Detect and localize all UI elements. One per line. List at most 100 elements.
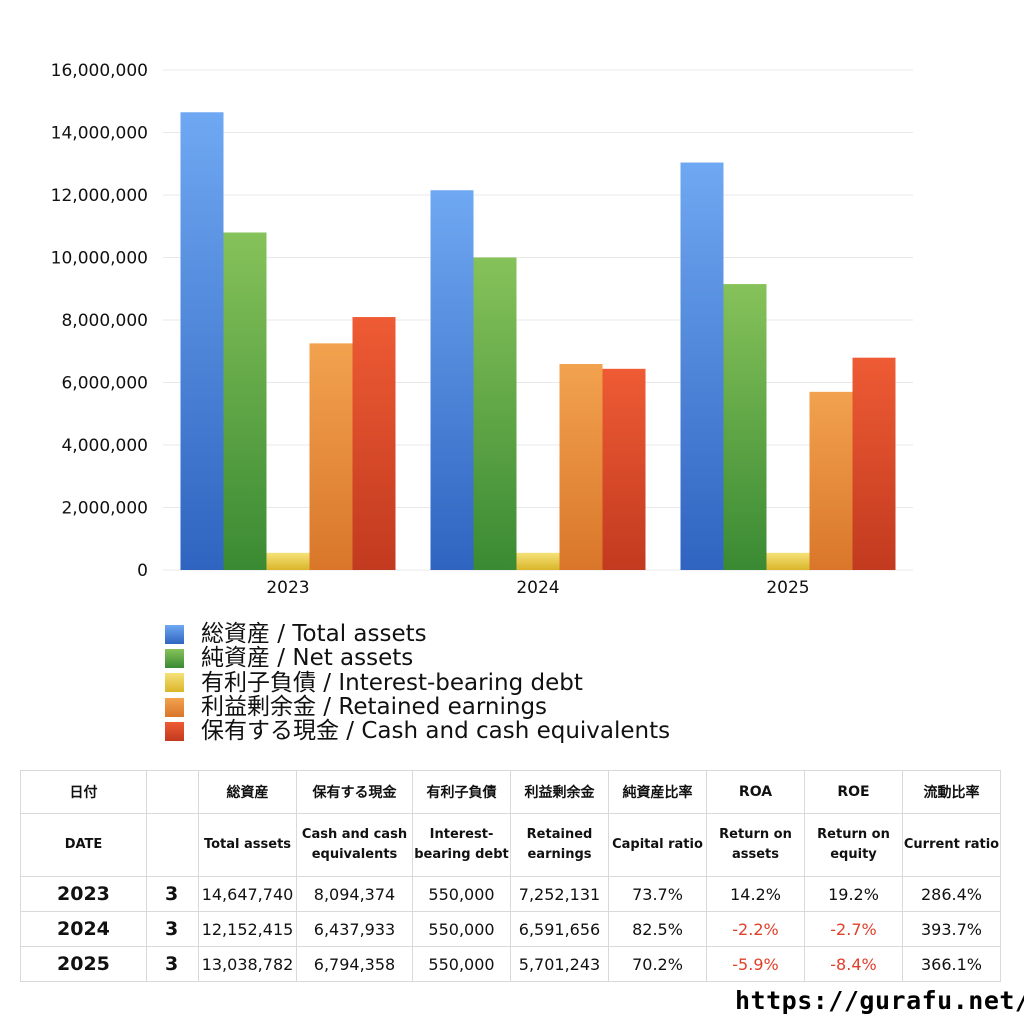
bar (559, 364, 603, 570)
table-row: 2024 3 12,152,415 6,437,933 550,000 6,591,656… (20, 911, 1001, 947)
bar (766, 552, 810, 570)
site-url: https://gurafu.net/ (735, 986, 1024, 1015)
header-cell: Cash and cash equivalents (296, 813, 413, 877)
header-cell: Return on assets (706, 813, 805, 877)
cell-capital-ratio: 73.7% (608, 876, 707, 912)
cell-roa: -2.2% (706, 911, 805, 947)
bar (473, 257, 517, 570)
header-cell: Total assets (198, 813, 297, 877)
bar (223, 232, 267, 570)
y-tick-label: 8,000,000 (61, 311, 148, 331)
y-tick-label: 4,000,000 (61, 436, 148, 456)
legend-swatch (165, 697, 184, 717)
header-cell: 保有する現金 (296, 770, 413, 814)
legend-swatch (165, 673, 184, 693)
legend-label: 純資産 / Net assets (201, 645, 414, 672)
cell-retained: 7,252,131 (510, 876, 609, 912)
cell-roe: -8.4% (804, 946, 903, 982)
cell-cash: 8,094,374 (296, 876, 413, 912)
header-cell: 総資産 (198, 770, 297, 814)
bar (680, 162, 724, 570)
bar (309, 343, 353, 570)
bar-chart: 0 2,000,000 4,000,000 6,000,000 8,000,000 10,… (51, 61, 913, 598)
legend-swatch (165, 648, 184, 668)
header-cell: Current ratio (902, 813, 1001, 877)
cell-month: 3 (146, 946, 199, 982)
header-cell: Return on equity (804, 813, 903, 877)
y-tick-label: 0 (137, 561, 148, 581)
header-cell: ROE (804, 770, 903, 814)
cell-roe: 19.2% (804, 876, 903, 912)
bar (809, 391, 853, 570)
table-header-en: DATE Total assets Cash and cash equivalent… (20, 813, 1001, 877)
cell-debt: 550,000 (412, 876, 511, 912)
cell-date: 2023 (20, 876, 147, 912)
bar (430, 190, 474, 570)
legend-label: 保有する現金 / Cash and cash equivalents (201, 718, 671, 745)
bar (852, 357, 896, 570)
legend-item: 保有する現金 / Cash and cash equivalents (165, 719, 670, 743)
cell-current-ratio: 286.4% (902, 876, 1001, 912)
legend-item: 利益剰余金 / Retained earnings (165, 695, 670, 719)
cell-roa: -5.9% (706, 946, 805, 982)
legend-item: 総資産 / Total assets (165, 622, 670, 646)
cell-roe: -2.7% (804, 911, 903, 947)
bar (602, 368, 646, 570)
legend-swatch (165, 721, 184, 741)
legend-label: 有利子負債 / Interest-bearing debt (201, 669, 583, 696)
y-tick-label: 16,000,000 (51, 61, 148, 81)
legend-label: 利益剰余金 / Retained earnings (201, 694, 548, 721)
cell-current-ratio: 393.7% (902, 911, 1001, 947)
cell-retained: 5,701,243 (510, 946, 609, 982)
legend-label: 総資産 / Total assets (201, 621, 427, 648)
cell-date: 2025 (20, 946, 147, 982)
header-cell (146, 770, 199, 814)
header-cell (146, 813, 199, 877)
cell-capital-ratio: 82.5% (608, 911, 707, 947)
legend-swatch (165, 624, 184, 644)
x-category-label: 2023 (266, 578, 309, 598)
cell-month: 3 (146, 876, 199, 912)
financial-summary-table: 日付 総資産 保有する現金 有利子負債 利益剰余金 純資産比率 ROA ROE 流動比率 DAT… (20, 770, 1001, 982)
cell-debt: 550,000 (412, 946, 511, 982)
cell-cash: 6,794,358 (296, 946, 413, 982)
cell-debt: 550,000 (412, 911, 511, 947)
y-tick-label: 10,000,000 (51, 249, 148, 269)
y-tick-label: 14,000,000 (51, 124, 148, 144)
y-tick-label: 12,000,000 (51, 186, 148, 206)
header-cell: Retained earnings (510, 813, 609, 877)
bar (352, 317, 396, 570)
header-cell: ROA (706, 770, 805, 814)
cell-total-assets: 12,152,415 (198, 911, 297, 947)
cell-date: 2024 (20, 911, 147, 947)
legend-item: 純資産 / Net assets (165, 646, 670, 670)
cell-month: 3 (146, 911, 199, 947)
header-cell: Interest-bearing debt (412, 813, 511, 877)
bar (266, 552, 310, 570)
header-cell: 日付 (20, 770, 147, 814)
header-cell: 利益剰余金 (510, 770, 609, 814)
table-header-jp: 日付 総資産 保有する現金 有利子負債 利益剰余金 純資産比率 ROA ROE 流動比率 (20, 770, 1001, 814)
header-cell: 流動比率 (902, 770, 1001, 814)
cell-cash: 6,437,933 (296, 911, 413, 947)
y-tick-label: 6,000,000 (61, 374, 148, 394)
bar (180, 112, 224, 571)
header-cell: 有利子負債 (412, 770, 511, 814)
cell-capital-ratio: 70.2% (608, 946, 707, 982)
cell-total-assets: 14,647,740 (198, 876, 297, 912)
bar (516, 552, 560, 570)
header-cell: 純資産比率 (608, 770, 707, 814)
cell-current-ratio: 366.1% (902, 946, 1001, 982)
x-category-label: 2025 (766, 578, 809, 598)
header-cell: DATE (20, 813, 147, 877)
table-row: 2025 3 13,038,782 6,794,358 550,000 5,701,243… (20, 946, 1001, 982)
x-category-label: 2024 (516, 578, 559, 598)
y-tick-label: 2,000,000 (61, 499, 148, 519)
legend-item: 有利子負債 / Interest-bearing debt (165, 671, 670, 695)
header-cell: Capital ratio (608, 813, 707, 877)
chart-legend: 総資産 / Total assets 純資産 / Net assets 有利子負債 … (165, 622, 670, 743)
cell-total-assets: 13,038,782 (198, 946, 297, 982)
cell-roa: 14.2% (706, 876, 805, 912)
cell-retained: 6,591,656 (510, 911, 609, 947)
bar (723, 284, 767, 570)
